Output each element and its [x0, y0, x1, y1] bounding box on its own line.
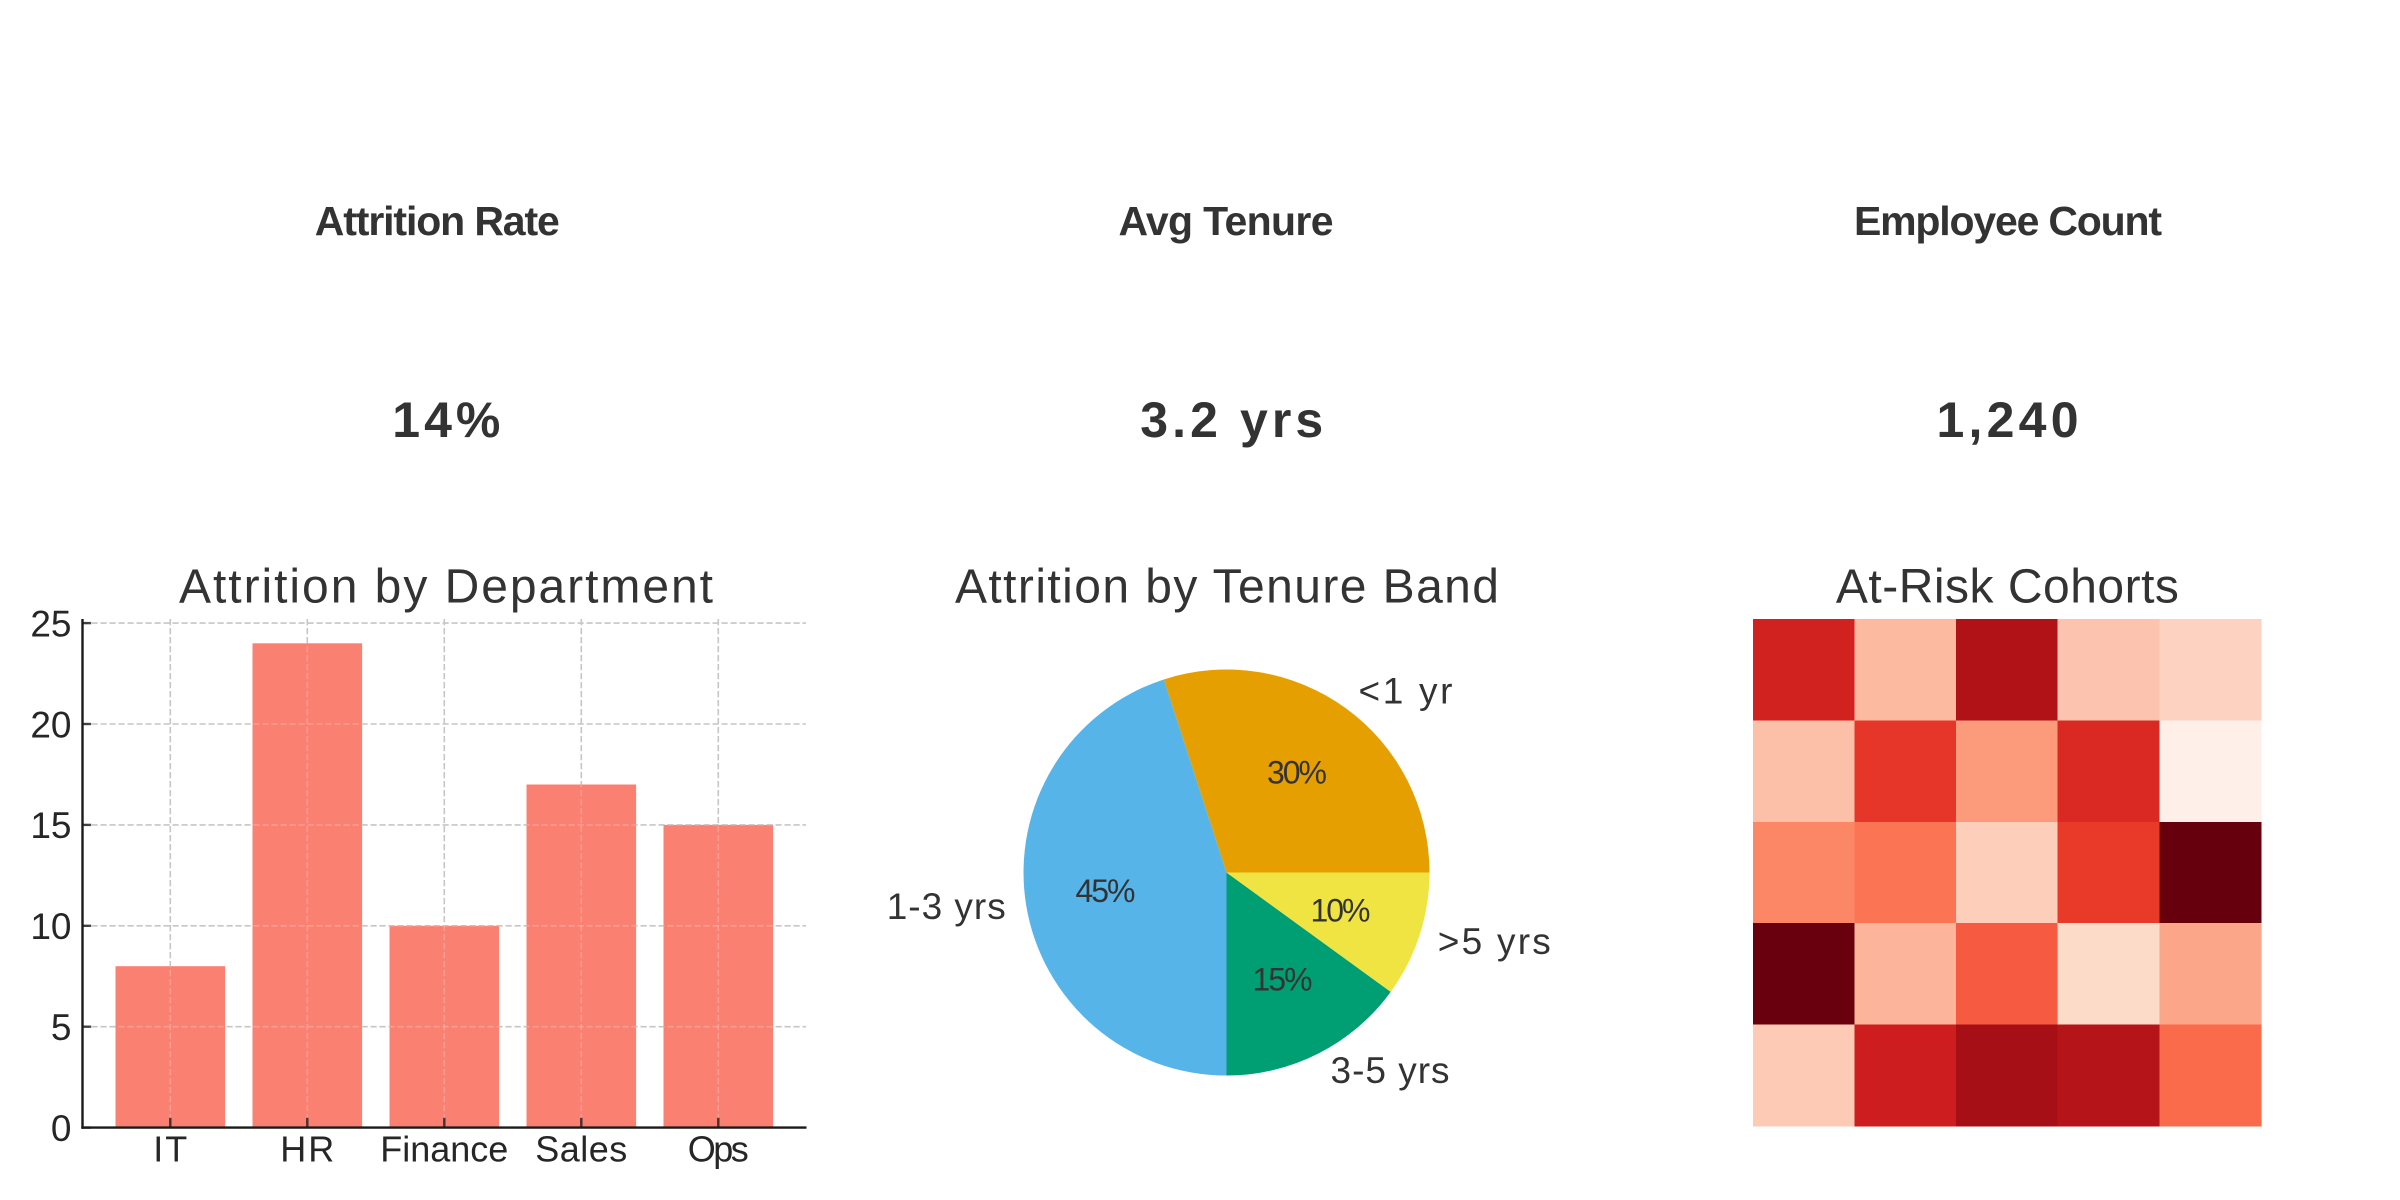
svg-text:Attrition by Department: Attrition by Department	[179, 561, 713, 614]
svg-text:Employee Count: Employee Count	[1854, 198, 2162, 244]
svg-text:25: 25	[30, 603, 71, 644]
svg-text:15: 15	[30, 805, 71, 846]
svg-text:>5 yrs: >5 yrs	[1438, 921, 1551, 962]
svg-text:1-3 yrs: 1-3 yrs	[887, 886, 1006, 927]
svg-text:Sales: Sales	[535, 1129, 627, 1170]
svg-text:Attrition Rate: Attrition Rate	[315, 198, 560, 244]
svg-text:20: 20	[30, 704, 71, 745]
svg-text:<1 yr: <1 yr	[1359, 671, 1453, 712]
svg-text:IT: IT	[153, 1129, 187, 1170]
svg-text:15%: 15%	[1253, 962, 1313, 998]
svg-text:Finance: Finance	[380, 1129, 508, 1170]
svg-text:1,240: 1,240	[1937, 392, 2079, 448]
svg-text:30%: 30%	[1267, 755, 1327, 791]
svg-text:14%: 14%	[392, 392, 500, 448]
svg-text:10: 10	[30, 906, 71, 947]
svg-text:3.2 yrs: 3.2 yrs	[1140, 392, 1323, 448]
svg-text:5: 5	[51, 1007, 72, 1048]
svg-text:0: 0	[51, 1108, 72, 1149]
svg-text:Ops: Ops	[688, 1129, 749, 1170]
svg-text:10%: 10%	[1311, 893, 1371, 929]
svg-text:Avg Tenure: Avg Tenure	[1119, 198, 1334, 244]
svg-text:3-5 yrs: 3-5 yrs	[1331, 1050, 1450, 1091]
svg-text:Attrition by Tenure Band: Attrition by Tenure Band	[955, 561, 1499, 614]
svg-text:45%: 45%	[1076, 873, 1136, 909]
svg-text:At-Risk Cohorts: At-Risk Cohorts	[1836, 561, 2179, 614]
